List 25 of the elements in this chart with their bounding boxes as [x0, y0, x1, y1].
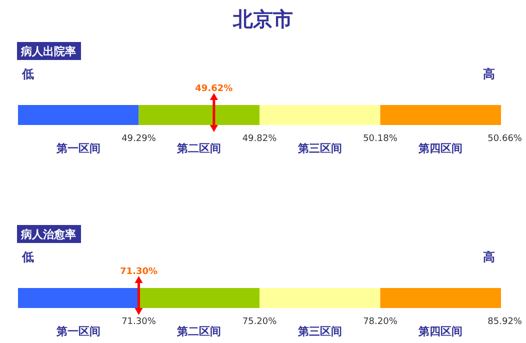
data-label: 50.18% — [363, 134, 398, 144]
text: 低 — [21, 67, 34, 81]
data-label: 49.82% — [242, 134, 278, 144]
data-label: 49.29% — [122, 134, 156, 144]
category-label: 第三区间 — [296, 325, 342, 338]
category-label: 第三区间 — [296, 142, 342, 155]
category-label: 第一区间 — [55, 325, 100, 338]
category-label: 第二区间 — [176, 142, 222, 155]
category-label: 第二区间 — [176, 325, 222, 338]
category-label: 第四区间 — [418, 142, 463, 155]
text: 高 — [483, 67, 495, 81]
text: 高 — [483, 250, 495, 264]
data-label: 85.92% — [488, 317, 522, 327]
text: 49.62% — [195, 84, 233, 94]
text: 71.30% — [120, 267, 158, 277]
data-label: 50.66% — [488, 134, 522, 144]
category-label: 第四区间 — [418, 325, 463, 338]
data-label: 78.20% — [363, 317, 398, 327]
text: 病人治愈率 — [20, 228, 76, 241]
data-label: 71.30% — [122, 317, 156, 327]
text: 低 — [21, 250, 34, 264]
text: 北京市 — [232, 7, 293, 31]
category-label: 第一区间 — [55, 142, 100, 155]
data-label: 75.20% — [242, 317, 278, 327]
text: 病人出院率 — [20, 45, 76, 58]
